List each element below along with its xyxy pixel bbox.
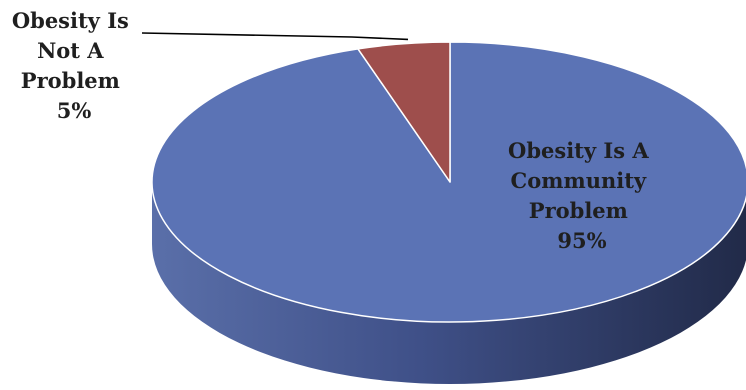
- slice-label-not-a-problem: Obesity Is Not A Problem 5%: [12, 8, 136, 123]
- pie-top-group: [151, 41, 746, 323]
- slice-label-community-problem-percent: 95%: [557, 228, 606, 253]
- pie-side-main: [152, 182, 746, 384]
- slice-not-a-problem: [357, 41, 451, 183]
- slice-community-problem: [151, 41, 746, 323]
- slice-label-community-problem: Obesity Is A Community Problem 95%: [508, 138, 656, 253]
- slice-label-not-a-problem-line-1: Obesity Is: [12, 8, 129, 33]
- slice-label-community-problem-line-3: Problem: [529, 198, 628, 223]
- slice-label-community-problem-line-1: Obesity Is A: [508, 138, 649, 163]
- slice-label-community-problem-line-2: Community: [511, 168, 647, 193]
- slice-label-not-a-problem-line-2: Not A: [37, 38, 104, 63]
- slice-label-not-a-problem-line-3: Problem: [21, 68, 120, 93]
- leader-line-not-a-problem: [141, 32, 409, 41]
- pie-side-group: [152, 182, 746, 384]
- slice-label-not-a-problem-percent: 5%: [57, 98, 92, 123]
